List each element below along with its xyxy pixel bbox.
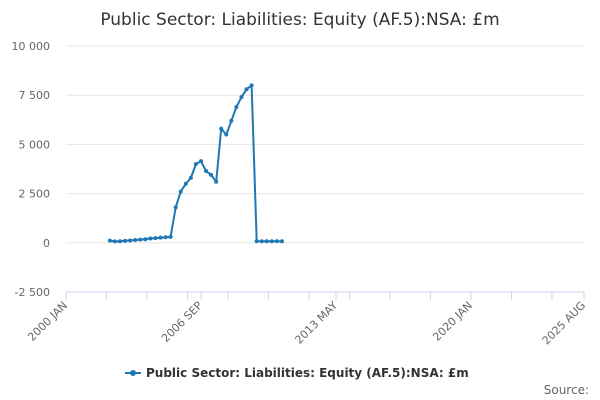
data-point[interactable] <box>168 234 173 239</box>
data-point[interactable] <box>249 83 254 88</box>
x-tick-label: 2020 JAN <box>430 299 475 344</box>
data-point[interactable] <box>254 239 259 244</box>
y-tick-label: 5 000 <box>19 138 51 151</box>
data-point[interactable] <box>158 235 163 240</box>
data-point[interactable] <box>224 132 229 137</box>
data-point[interactable] <box>209 172 214 177</box>
data-point[interactable] <box>163 235 168 240</box>
data-point[interactable] <box>148 236 153 241</box>
x-tick-label: 2000 JAN <box>25 299 70 344</box>
data-point[interactable] <box>214 179 219 184</box>
y-tick-label: 10 000 <box>12 40 51 53</box>
x-axis: 2000 JAN 2006 SEP 2013 MAY 2020 JAN 2025 AUG <box>25 291 589 348</box>
y-tick-label: -2 500 <box>15 286 50 299</box>
data-point[interactable] <box>239 95 244 100</box>
legend-label: Public Sector: Liabilities: Equity (AF.5… <box>146 366 469 380</box>
y-tick-label: 0 <box>43 237 50 250</box>
data-point[interactable] <box>234 105 239 110</box>
data-point[interactable] <box>133 238 138 243</box>
data-point[interactable] <box>128 238 133 243</box>
data-point[interactable] <box>264 239 269 244</box>
data-point[interactable] <box>193 162 198 167</box>
data-point[interactable] <box>279 239 284 244</box>
y-axis: -2 500 0 2 500 5 000 7 500 10 000 <box>12 40 51 299</box>
data-point[interactable] <box>244 87 249 92</box>
data-point[interactable] <box>219 126 224 131</box>
data-point[interactable] <box>188 175 193 180</box>
data-point[interactable] <box>153 236 158 241</box>
data-point[interactable] <box>204 168 209 173</box>
data-point[interactable] <box>198 159 203 164</box>
y-tick-label: 7 500 <box>19 89 51 102</box>
data-point[interactable] <box>138 237 143 242</box>
series-layer <box>107 83 284 244</box>
data-point[interactable] <box>269 239 274 244</box>
data-point[interactable] <box>259 239 264 244</box>
gridlines <box>66 45 584 293</box>
y-tick-label: 2 500 <box>19 188 51 201</box>
data-point[interactable] <box>183 181 188 186</box>
data-point[interactable] <box>178 189 183 194</box>
source-credit[interactable]: Source: <box>544 383 589 397</box>
chart-title: Public Sector: Liabilities: Equity (AF.5… <box>100 10 499 30</box>
data-point[interactable] <box>274 239 279 244</box>
data-point[interactable] <box>107 238 112 243</box>
data-point[interactable] <box>117 239 122 244</box>
legend-marker <box>130 370 136 376</box>
legend[interactable]: Public Sector: Liabilities: Equity (AF.5… <box>125 366 469 380</box>
data-point[interactable] <box>229 118 234 123</box>
data-point[interactable] <box>143 237 148 242</box>
x-tick-label: 2013 MAY <box>292 299 340 347</box>
data-point[interactable] <box>123 238 128 243</box>
data-point[interactable] <box>173 205 178 210</box>
data-point[interactable] <box>112 239 117 244</box>
x-tick-label: 2025 AUG <box>540 299 589 348</box>
x-tick-label: 2006 SEP <box>159 299 205 345</box>
